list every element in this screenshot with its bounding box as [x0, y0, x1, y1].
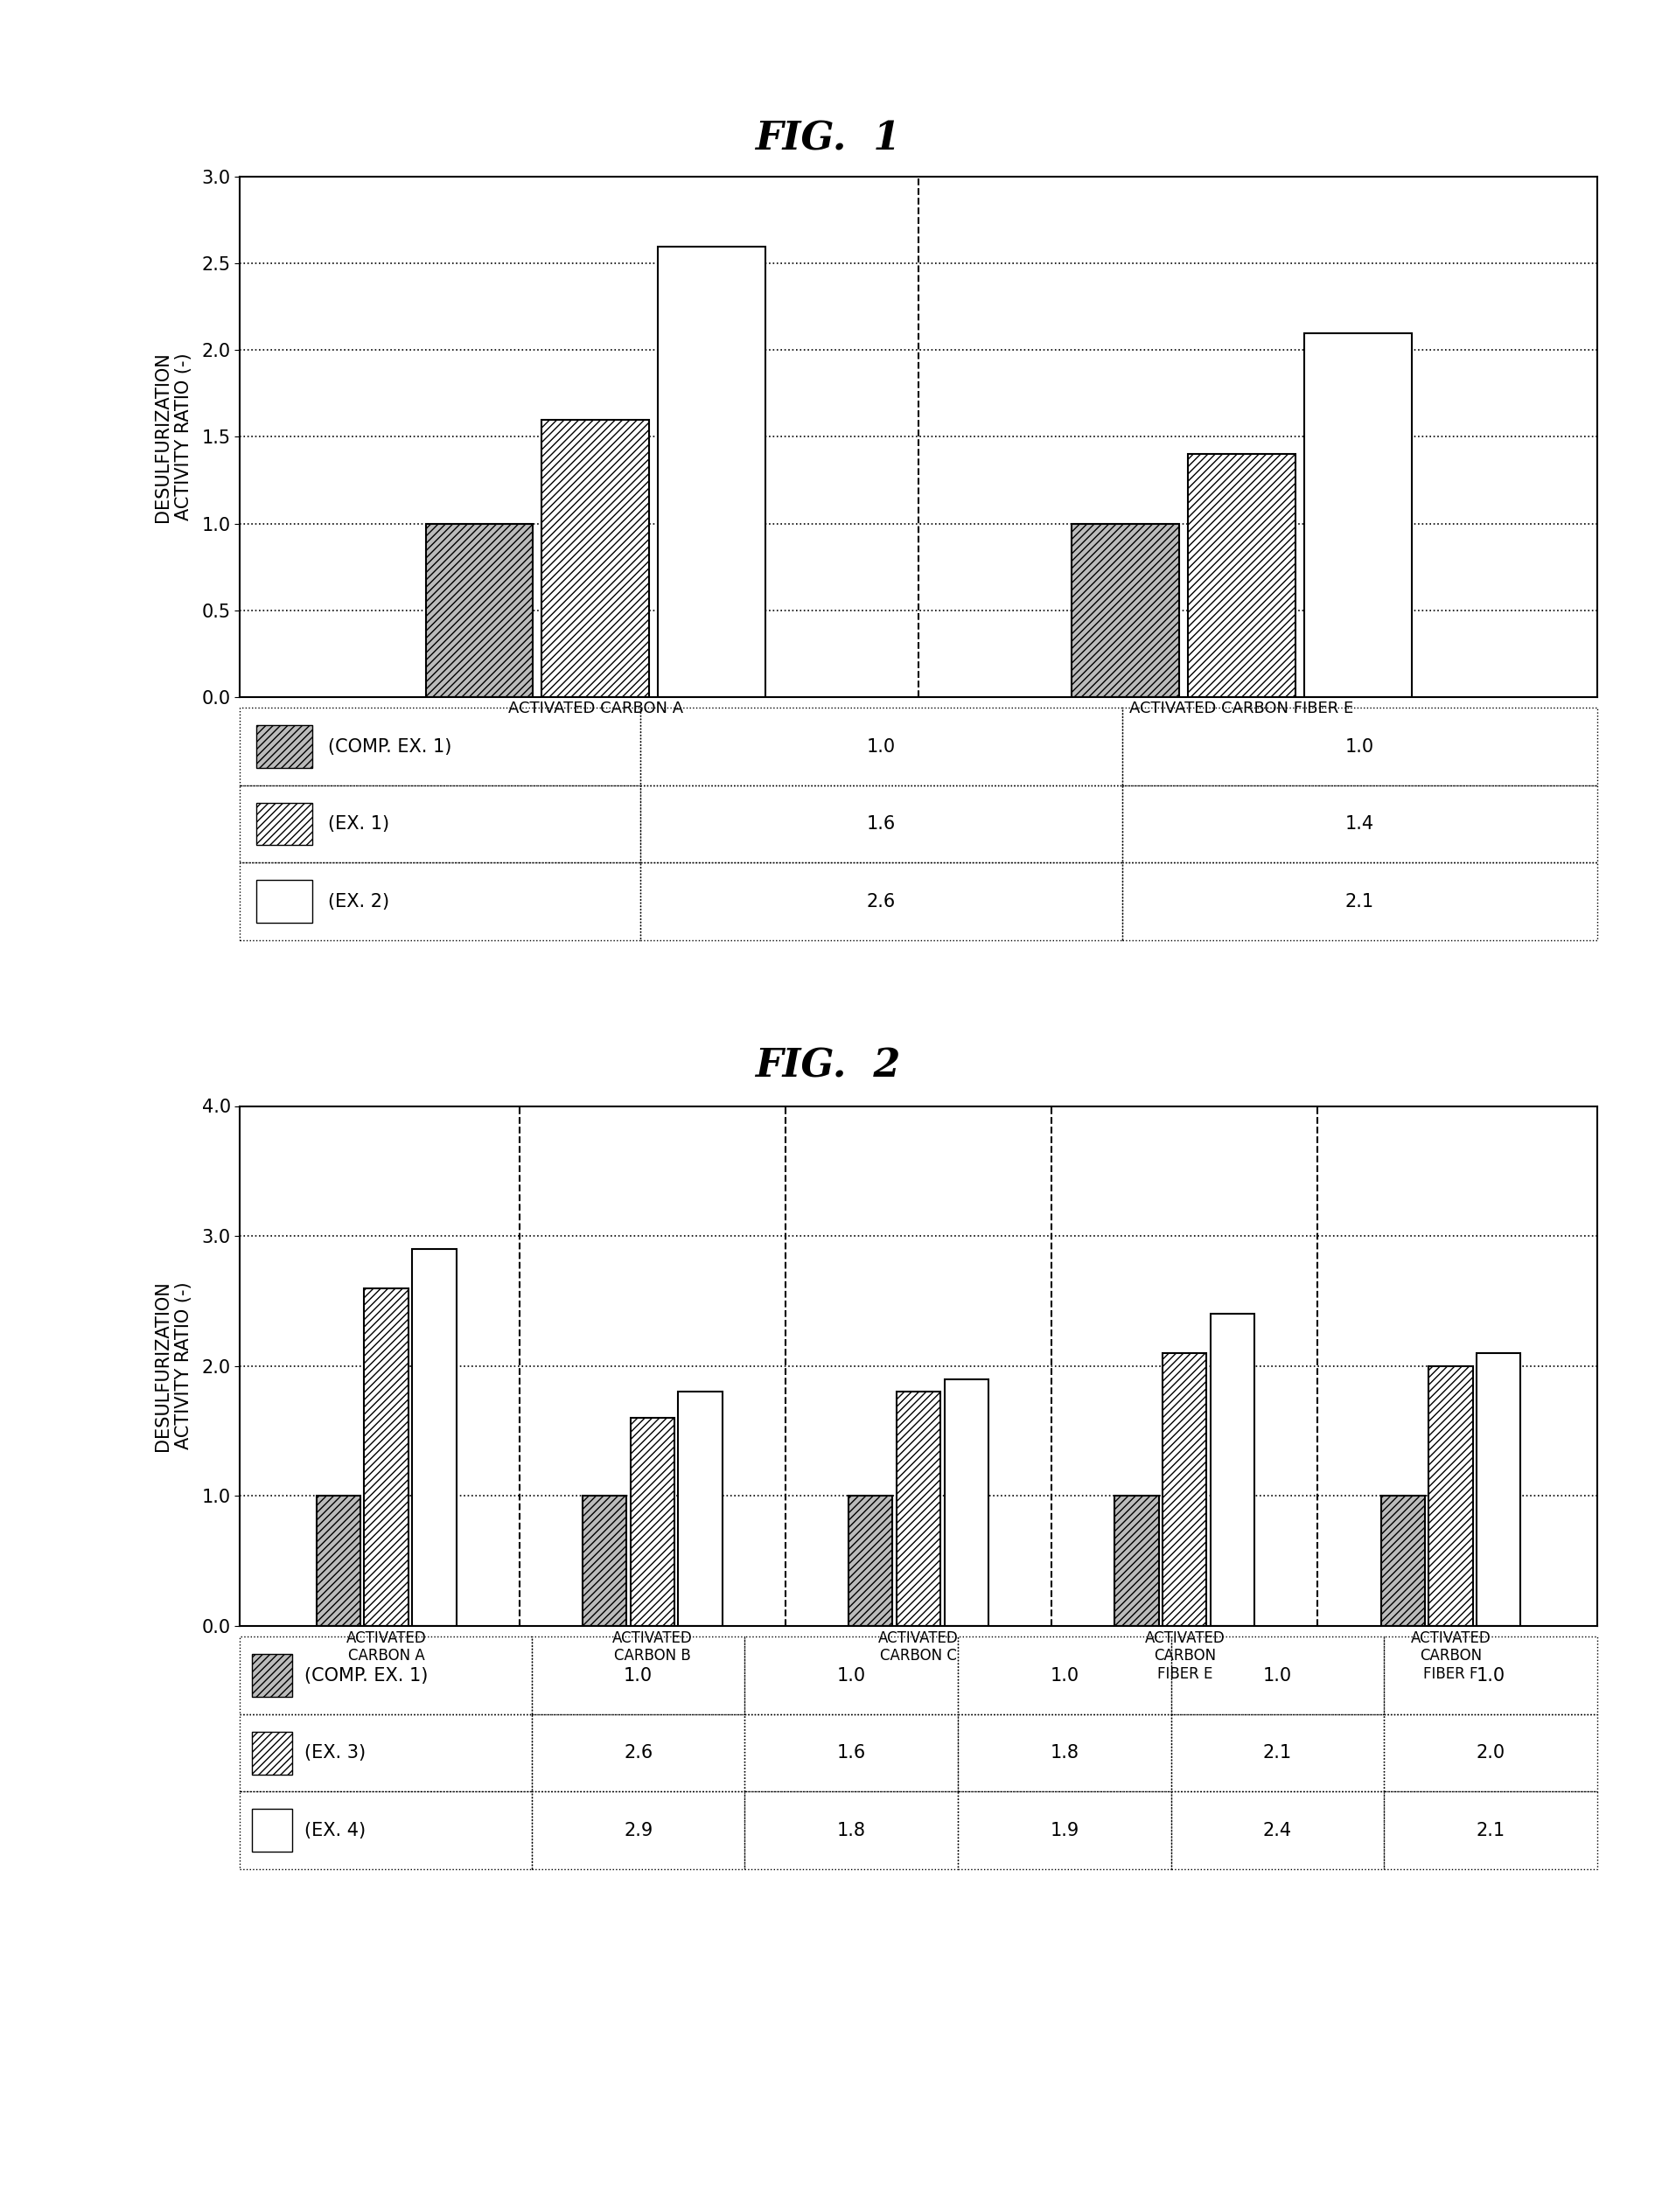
- Bar: [1380, 1495, 1425, 1626]
- Text: (EX. 4): (EX. 4): [305, 1823, 366, 1838]
- Bar: [849, 1495, 892, 1626]
- Text: 2.0: 2.0: [1476, 1745, 1504, 1761]
- Text: 2.1: 2.1: [1476, 1823, 1504, 1838]
- Text: 1.0: 1.0: [1263, 1668, 1293, 1683]
- Bar: [659, 246, 765, 697]
- Text: 1.8: 1.8: [837, 1823, 866, 1838]
- Text: 2.6: 2.6: [867, 894, 895, 909]
- Bar: [1072, 524, 1178, 697]
- Text: 1.6: 1.6: [867, 816, 895, 832]
- Text: 2.6: 2.6: [624, 1745, 652, 1761]
- Bar: [1476, 1354, 1521, 1626]
- Text: 1.4: 1.4: [1346, 816, 1374, 832]
- Text: (COMP. EX. 1): (COMP. EX. 1): [328, 739, 452, 754]
- Text: 2.9: 2.9: [624, 1823, 652, 1838]
- Bar: [1210, 1314, 1254, 1626]
- Text: 1.0: 1.0: [1346, 739, 1374, 754]
- Text: FIG.  1: FIG. 1: [755, 119, 900, 159]
- Bar: [679, 1391, 722, 1626]
- Text: (EX. 2): (EX. 2): [328, 894, 389, 909]
- Bar: [583, 1495, 627, 1626]
- Text: 1.0: 1.0: [867, 739, 895, 754]
- Bar: [1428, 1365, 1473, 1626]
- Bar: [631, 1418, 675, 1626]
- Text: (COMP. EX. 1): (COMP. EX. 1): [305, 1668, 429, 1683]
- Bar: [541, 420, 649, 697]
- Bar: [1115, 1495, 1158, 1626]
- Text: 1.6: 1.6: [837, 1745, 866, 1761]
- Bar: [1162, 1354, 1206, 1626]
- Text: 1.8: 1.8: [1049, 1745, 1079, 1761]
- Bar: [412, 1250, 457, 1626]
- Y-axis label: DESULFURIZATION
ACTIVITY RATIO (-): DESULFURIZATION ACTIVITY RATIO (-): [154, 1281, 192, 1451]
- Bar: [945, 1378, 988, 1626]
- Text: 2.1: 2.1: [1346, 894, 1374, 909]
- Text: 1.0: 1.0: [624, 1668, 652, 1683]
- Bar: [897, 1391, 940, 1626]
- Bar: [1304, 332, 1412, 697]
- Text: 1.0: 1.0: [1476, 1668, 1504, 1683]
- Text: 1.0: 1.0: [1049, 1668, 1079, 1683]
- Bar: [425, 524, 533, 697]
- Text: (EX. 3): (EX. 3): [305, 1745, 366, 1761]
- Text: (EX. 1): (EX. 1): [328, 816, 389, 832]
- Text: FIG.  2: FIG. 2: [755, 1046, 900, 1086]
- Bar: [1188, 453, 1296, 697]
- Text: 2.1: 2.1: [1263, 1745, 1293, 1761]
- Text: 1.9: 1.9: [1049, 1823, 1079, 1838]
- Text: 1.0: 1.0: [837, 1668, 866, 1683]
- Bar: [316, 1495, 361, 1626]
- Y-axis label: DESULFURIZATION
ACTIVITY RATIO (-): DESULFURIZATION ACTIVITY RATIO (-): [154, 352, 192, 522]
- Text: 2.4: 2.4: [1263, 1823, 1293, 1838]
- Bar: [364, 1287, 409, 1626]
